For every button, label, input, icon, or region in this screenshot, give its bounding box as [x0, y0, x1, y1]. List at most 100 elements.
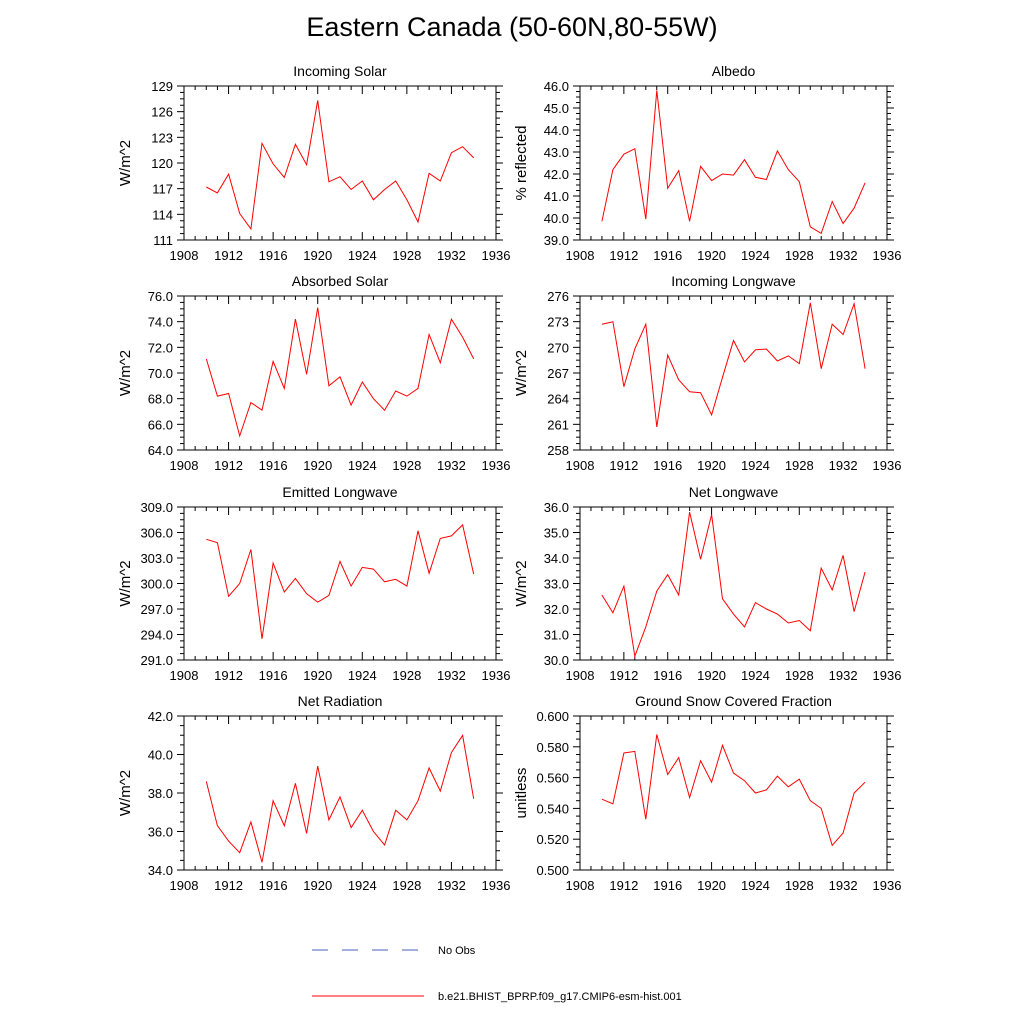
x-tick-label: 1920 [697, 248, 726, 263]
x-tick-label: 1912 [609, 878, 638, 893]
data-point [622, 385, 625, 388]
data-point [721, 597, 724, 600]
legend-label: b.e21.BHIST_BPRP.f09_g17.CMIP6-esm-hist.… [438, 991, 682, 1003]
data-point [339, 795, 342, 798]
plot-frame [183, 506, 497, 661]
data-point [688, 796, 691, 799]
data-point [710, 413, 713, 416]
data-point [461, 734, 464, 737]
y-tick-label: 32.0 [544, 602, 569, 617]
y-tick-label: 270 [547, 340, 569, 355]
y-tick-label: 34.0 [148, 863, 173, 878]
data-point [350, 826, 353, 829]
data-point [842, 554, 845, 557]
y-tick-label: 297.0 [140, 602, 173, 617]
x-tick-label: 1924 [741, 878, 770, 893]
data-point [622, 585, 625, 588]
data-point [787, 354, 790, 357]
panel-emitted-longwave: 1908 1912 1916 1920 1924 1928 1932 1936 291.0 294… [117, 484, 510, 683]
x-tick-label: 1916 [653, 878, 682, 893]
y-tick-label: 117 [152, 182, 173, 197]
x-tick-label: 1936 [482, 668, 511, 683]
data-point [842, 222, 845, 225]
data-point [600, 323, 603, 326]
data-point [272, 562, 275, 565]
data-point [710, 781, 713, 784]
data-point [842, 832, 845, 835]
data-point [383, 843, 386, 846]
x-tick-label: 1932 [829, 248, 858, 263]
plot-frame [579, 295, 888, 451]
y-tick-label: 129 [151, 79, 173, 94]
y-tick-label: 42.0 [544, 167, 569, 182]
data-point [383, 409, 386, 412]
data-point [622, 751, 625, 754]
data-point [327, 594, 330, 597]
x-tick-label: 1912 [609, 668, 638, 683]
data-point [216, 191, 219, 194]
y-axis-label: W/m^2 [513, 350, 530, 396]
y-tick-label: 35.0 [544, 526, 569, 541]
data-point [721, 744, 724, 747]
y-tick-label: 39.0 [544, 233, 569, 248]
data-point [261, 637, 264, 640]
data-point [776, 613, 779, 616]
x-tick-label: 1920 [303, 248, 332, 263]
y-tick-label: 40.0 [544, 211, 569, 226]
data-point [238, 582, 241, 585]
x-tick-label: 1924 [348, 248, 377, 263]
data-point [327, 818, 330, 821]
data-point [294, 577, 297, 580]
data-point [272, 162, 275, 165]
data-point [721, 376, 724, 379]
x-tick-label: 1920 [697, 458, 726, 473]
data-point [622, 153, 625, 156]
y-tick-label: 264 [547, 392, 569, 407]
x-tick-label: 1908 [170, 458, 199, 473]
data-point [688, 220, 691, 223]
y-tick-label: 70.0 [148, 366, 173, 381]
data-point [294, 143, 297, 146]
x-tick-label: 1908 [566, 668, 595, 683]
y-tick-label: 267 [547, 366, 569, 381]
data-point [732, 771, 735, 774]
series-line [601, 511, 866, 659]
y-tick-label: 44.0 [544, 123, 569, 138]
data-point [261, 409, 264, 412]
panel-incoming-solar: 1908 1912 1916 1920 1924 1928 1932 1936 111 114 11… [117, 63, 510, 263]
data-point [472, 797, 475, 800]
plot-frame [183, 715, 497, 871]
data-point [644, 625, 647, 628]
data-point [272, 799, 275, 802]
data-point [417, 221, 420, 224]
data-point [611, 168, 614, 171]
data-point [754, 348, 757, 351]
data-point [677, 378, 680, 381]
y-tick-label: 306.0 [140, 526, 173, 541]
x-tick-label: 1916 [653, 458, 682, 473]
y-axis-label: W/m^2 [117, 560, 134, 606]
data-point [655, 425, 658, 428]
series-line [206, 523, 475, 639]
data-point [283, 591, 286, 594]
panel-title: Emitted Longwave [282, 484, 397, 500]
x-tick-label: 1936 [873, 668, 902, 683]
data-point [732, 339, 735, 342]
data-point [820, 232, 823, 235]
data-point [316, 306, 319, 309]
series-line [601, 90, 866, 235]
data-point [809, 225, 812, 228]
data-point [450, 751, 453, 754]
data-point [809, 629, 812, 632]
y-tick-label: 34.0 [544, 551, 569, 566]
data-point [666, 573, 669, 576]
data-point [820, 567, 823, 570]
x-tick-label: 1920 [697, 878, 726, 893]
x-tick-label: 1912 [214, 458, 243, 473]
data-point [611, 802, 614, 805]
panel-ground-snow-covered-fraction: 1908 1912 1916 1920 1924 1928 1932 1936 0.500 0.5… [513, 693, 901, 893]
data-point [238, 434, 241, 437]
data-point [732, 613, 735, 616]
data-point [428, 172, 431, 175]
x-tick-label: 1932 [437, 458, 466, 473]
